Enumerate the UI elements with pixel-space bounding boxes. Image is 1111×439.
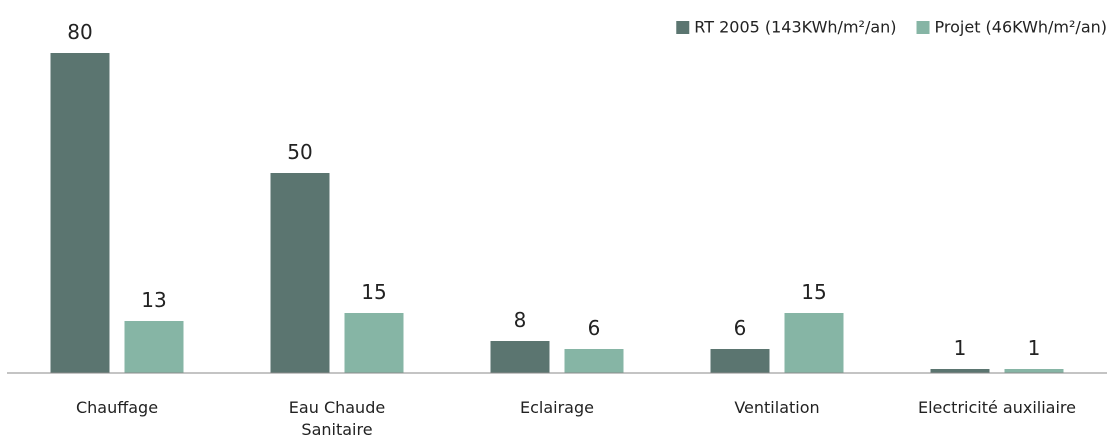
data-label: 6: [588, 316, 601, 340]
x-tick-label: Eau Chaude Sanitaire: [288, 398, 386, 439]
data-label: 1: [954, 336, 967, 360]
legend-label: Projet (46KWh/m²/an): [935, 18, 1107, 37]
x-tick-label: Electricité auxiliaire: [917, 398, 1076, 417]
bar: [50, 53, 110, 373]
bar: [564, 349, 624, 373]
bar: [344, 313, 404, 373]
data-label: 15: [801, 280, 826, 304]
bar: [930, 369, 990, 373]
bar: [1004, 369, 1064, 373]
x-tick-label: Ventilation: [734, 398, 820, 417]
legend-label: RT 2005 (143KWh/m²/an): [694, 18, 896, 37]
x-tick-label: Eclairage: [520, 398, 594, 417]
bar: [710, 349, 770, 373]
bar: [124, 321, 184, 373]
bar: [490, 341, 550, 373]
data-label: 13: [141, 288, 166, 312]
data-label: 50: [287, 140, 312, 164]
data-label: 80: [67, 20, 92, 44]
legend-swatch: [676, 21, 690, 34]
legend-swatch: [916, 21, 930, 34]
data-label: 1: [1028, 336, 1041, 360]
x-tick-label: Chauffage: [75, 398, 159, 417]
data-label: 6: [734, 316, 747, 340]
bar: [270, 173, 330, 373]
bar: [784, 313, 844, 373]
data-label: 15: [361, 280, 386, 304]
data-label: 8: [514, 308, 527, 332]
